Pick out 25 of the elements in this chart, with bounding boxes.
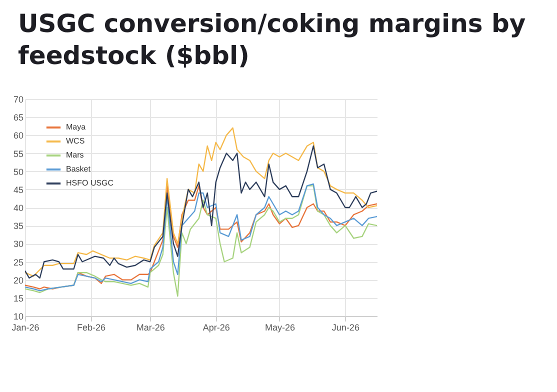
legend-label: HSFO USGC [66, 178, 114, 188]
legend-label: Maya [66, 122, 86, 132]
x-tick-label: May-26 [264, 322, 295, 332]
y-tick-label: 55 [13, 148, 24, 159]
y-tick-label: 45 [13, 184, 24, 195]
y-tick-label: 10 [13, 312, 24, 322]
y-tick-label: 70 [13, 94, 24, 104]
y-tick-label: 35 [13, 221, 24, 232]
y-tick-label: 40 [13, 203, 24, 213]
x-tick-label: Mar-26 [136, 322, 165, 332]
x-tick-label: Jun-26 [332, 322, 360, 332]
y-tick-label: 20 [13, 275, 24, 286]
legend-label: WCS [66, 136, 85, 146]
x-tick-label: Apr-26 [202, 322, 230, 332]
y-tick-label: 25 [13, 257, 24, 268]
x-tick-label: Jan-26 [12, 322, 40, 332]
x-tick-label: Feb-26 [76, 322, 106, 332]
y-tick-label: 30 [13, 239, 24, 250]
legend-label: Mars [66, 150, 84, 160]
y-tick-label: 50 [13, 166, 24, 177]
chart-title: USGC conversion/coking margins by feedstock ($bbl) [18, 8, 527, 72]
legend-label: Basket [66, 164, 92, 174]
y-tick-label: 60 [13, 130, 24, 141]
y-tick-label: 15 [13, 293, 24, 304]
y-tick-label: 65 [13, 112, 24, 123]
